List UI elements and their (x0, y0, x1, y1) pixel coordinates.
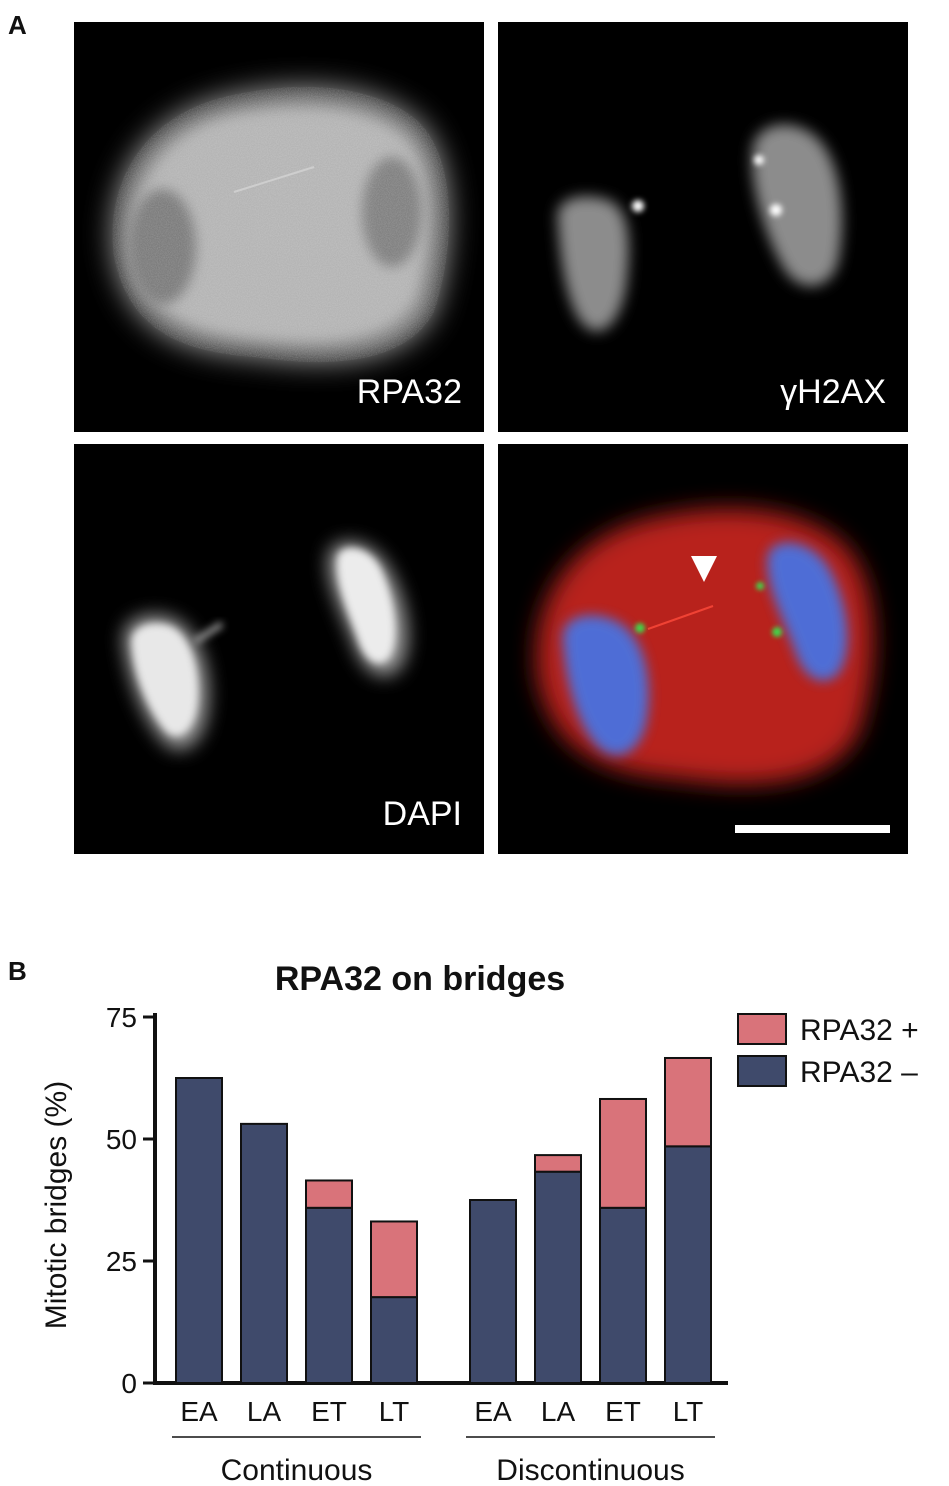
bar-segment (534, 1154, 582, 1173)
x-tick-label: LA (541, 1396, 576, 1427)
dapi-micrograph: DAPI (74, 444, 484, 854)
bar-segment (240, 1122, 288, 1384)
x-group-labels: Continuous Discontinuous (172, 1436, 715, 1486)
x-tick-label: EA (180, 1396, 218, 1427)
legend-label: RPA32 + (800, 1014, 919, 1047)
bar-segment (469, 1199, 517, 1384)
bar-segment (664, 1056, 712, 1148)
x-tick-label: LA (247, 1396, 282, 1427)
scale-bar (735, 825, 890, 833)
rpa32-cell-image (112, 86, 450, 363)
y-tick-label: 50 (106, 1124, 137, 1155)
group-label: Discontinuous (496, 1454, 684, 1486)
bar-segment (370, 1220, 418, 1299)
chart-title: RPA32 on bridges (275, 960, 565, 998)
rpa32-label: RPA32 (356, 373, 462, 411)
arrowhead-marker (691, 556, 717, 582)
bar-segment (664, 1145, 712, 1384)
dapi-nuclei-image (123, 542, 408, 750)
panel-a-letter: A (8, 10, 27, 40)
legend-swatch (737, 1055, 787, 1087)
chart-bars (175, 1056, 712, 1385)
x-tick-label: EA (474, 1396, 512, 1427)
rpa32-micrograph: RPA32 (74, 22, 484, 432)
merge-micrograph (498, 444, 908, 854)
y-tick-label: 0 (121, 1368, 137, 1399)
dapi-label: DAPI (382, 795, 462, 833)
x-tick-labels: EA LA ET LT EA LA ET LT (180, 1396, 703, 1427)
gh2ax-cell-image (557, 124, 842, 332)
merge-cell-image (536, 508, 890, 833)
bar-segment (599, 1097, 647, 1209)
y-tick-label: 75 (106, 1002, 137, 1033)
chart-legend: RPA32 + RPA32 – (737, 1013, 919, 1089)
x-tick-label: LT (379, 1396, 410, 1427)
bar-segment (599, 1206, 647, 1385)
bar-segment (305, 1179, 353, 1209)
rpa32-bridges-chart: RPA32 on bridges Mitotic bridges (%) 0 25… (40, 960, 919, 1486)
bar-segment (534, 1170, 582, 1384)
group-label: Continuous (221, 1454, 373, 1486)
y-tick-label: 25 (106, 1246, 137, 1277)
y-axis-label: Mitotic bridges (%) (40, 1081, 73, 1329)
bar-segment (175, 1077, 223, 1384)
x-tick-label: LT (673, 1396, 704, 1427)
gh2ax-label: γH2AX (780, 373, 886, 411)
bar-segment (305, 1206, 353, 1385)
legend-label: RPA32 – (800, 1056, 918, 1089)
gh2ax-micrograph: γH2AX (498, 22, 908, 432)
bar-segment (370, 1296, 418, 1384)
x-tick-label: ET (311, 1396, 347, 1427)
legend-swatch (737, 1013, 787, 1045)
panel-b-letter: B (8, 956, 27, 986)
x-tick-label: ET (605, 1396, 641, 1427)
